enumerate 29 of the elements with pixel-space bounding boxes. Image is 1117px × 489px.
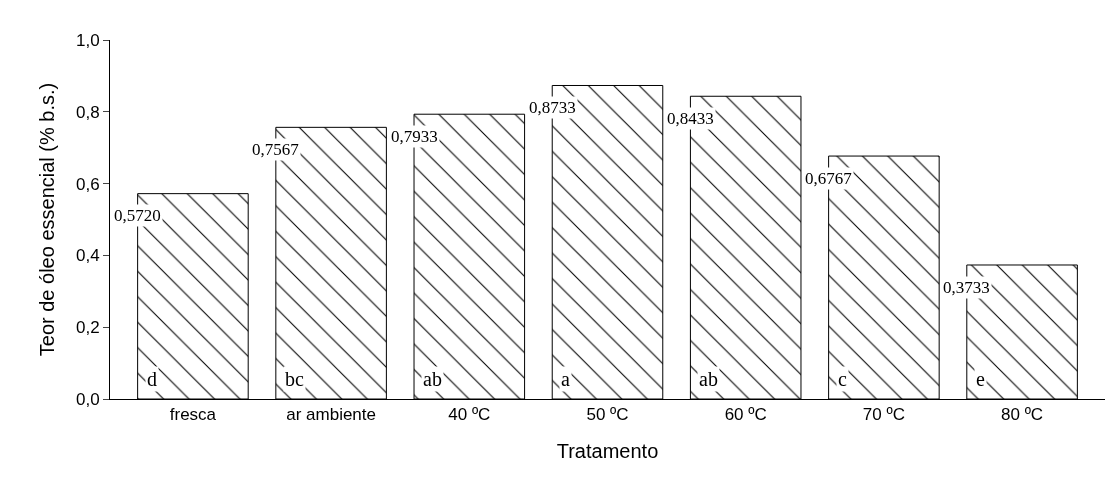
data-label: 0,7567 <box>252 140 300 159</box>
y-tick-label: 0,2 <box>75 318 100 338</box>
x-axis-title: Tratamento <box>556 439 659 462</box>
data-label: 0,5720 <box>114 206 161 225</box>
y-tick-label: 0,0 <box>75 389 100 409</box>
data-label: 0,8433 <box>667 109 714 128</box>
y-tick-label: 0,4 <box>75 246 100 266</box>
annotation: bc <box>285 368 304 390</box>
x-tick-label: fresca <box>169 405 217 425</box>
x-tick-label: 60 ºC <box>724 405 767 425</box>
annotation: d <box>147 368 157 390</box>
data-label: 0,8733 <box>529 98 576 117</box>
y-tick-label: 1,0 <box>75 30 100 50</box>
data-label: 0,7933 <box>391 127 438 146</box>
x-tick-label: 80 ºC <box>1001 405 1044 425</box>
x-tick-label: 70 ºC <box>862 405 905 425</box>
x-tick-label: ar ambiente <box>286 405 376 425</box>
x-tick-label: 40 ºC <box>448 405 491 425</box>
annotation: c <box>838 368 847 390</box>
y-tick-label: 0,6 <box>75 174 100 194</box>
annotation: e <box>976 368 985 390</box>
annotation: ab <box>699 368 718 390</box>
data-label: 0,6767 <box>805 169 853 188</box>
data-label: 0,3733 <box>943 278 990 297</box>
annotation: a <box>561 368 570 390</box>
y-tick-label: 0,8 <box>75 102 100 122</box>
x-tick-label: 50 ºC <box>586 405 629 425</box>
annotation: ab <box>423 368 442 390</box>
y-axis-title: Teor de óleo essencial (% b.s.) <box>36 82 59 357</box>
